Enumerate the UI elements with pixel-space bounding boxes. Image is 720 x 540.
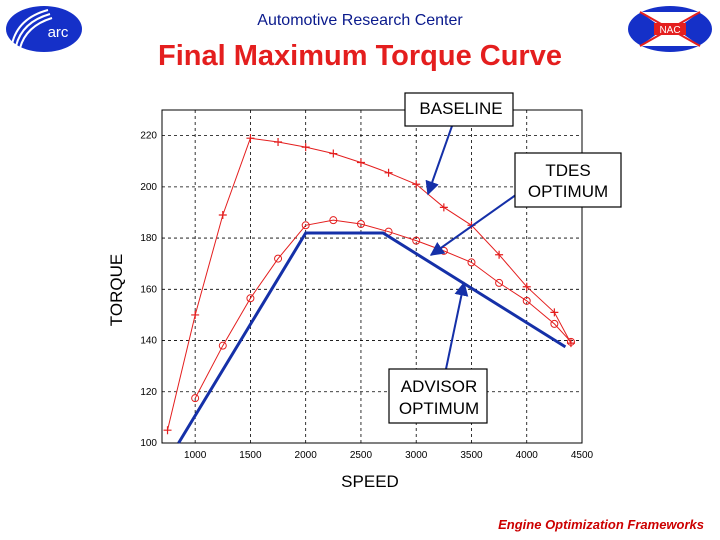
point-baseline xyxy=(274,138,283,147)
point-baseline xyxy=(412,180,421,189)
org-name: Automotive Research Center xyxy=(257,12,463,29)
slide-title: Final Maximum Torque Curve xyxy=(158,40,562,72)
point-baseline xyxy=(191,310,200,319)
callout-label: OPTIMUM xyxy=(399,399,479,418)
callout-label: ADVISOR xyxy=(401,377,478,396)
point-tdes-optimum xyxy=(467,258,476,267)
callout-1: TDES OPTIMUM xyxy=(429,152,622,256)
series-baseline xyxy=(163,134,575,435)
x-tick-label: 1000 xyxy=(184,450,207,461)
point-tdes-optimum xyxy=(246,294,255,303)
y-tick-label: 120 xyxy=(140,387,157,398)
callout-box xyxy=(404,92,514,127)
point-tdes-optimum xyxy=(522,296,531,305)
nac-logo: NAC xyxy=(628,6,712,52)
series-tdes-optimum xyxy=(191,216,575,403)
point-baseline xyxy=(246,134,255,143)
x-tick-label: 4000 xyxy=(516,450,539,461)
y-tick-label: 220 xyxy=(140,131,157,142)
footer-text: Engine Optimization Frameworks xyxy=(498,517,704,532)
x-tick-label: 4500 xyxy=(571,450,594,461)
y-tick-label: 140 xyxy=(140,336,157,347)
point-tdes-optimum xyxy=(550,319,559,328)
callout-arrow xyxy=(445,281,469,370)
point-baseline xyxy=(495,250,504,259)
point-baseline xyxy=(163,426,172,435)
x-tick-label: 3500 xyxy=(460,450,483,461)
y-tick-label: 160 xyxy=(140,284,157,295)
series xyxy=(163,134,575,444)
x-tick-label: 3000 xyxy=(405,450,428,461)
point-baseline xyxy=(301,143,310,152)
callout-arrow xyxy=(429,191,521,256)
point-tdes-optimum xyxy=(301,221,310,230)
point-tdes-optimum xyxy=(566,337,575,346)
point-baseline xyxy=(329,149,338,158)
callout-label: OPTIMUM xyxy=(528,182,608,201)
y-tick-label: 200 xyxy=(140,182,157,193)
point-baseline xyxy=(550,308,559,317)
x-tick-label: 1500 xyxy=(239,450,262,461)
callout-arrow xyxy=(425,125,453,196)
arc-logo: arc xyxy=(6,6,82,52)
series-line-advisor-optimum xyxy=(177,231,567,444)
x-axis-label: SPEED xyxy=(341,472,399,491)
annotations: BASELINE TDES OPTIMUM ADVISOR OPTIMUM xyxy=(388,92,622,424)
point-baseline xyxy=(218,211,227,220)
point-tdes-optimum xyxy=(356,219,365,228)
point-baseline xyxy=(356,158,365,167)
point-tdes-optimum xyxy=(412,236,421,245)
series-advisor-optimum xyxy=(177,231,567,444)
series-line-baseline xyxy=(167,137,572,431)
axis-ticks: 1000 1500 2000 2500 3000 3500 4000 4500 100 120 14… xyxy=(140,131,593,461)
point-tdes-optimum xyxy=(495,278,504,287)
arc-logo-text: arc xyxy=(48,24,69,41)
point-tdes-optimum xyxy=(191,394,200,403)
x-tick-label: 2000 xyxy=(295,450,318,461)
callout-box xyxy=(388,368,488,424)
series-line-tdes-optimum xyxy=(194,219,572,399)
x-tick-label: 2500 xyxy=(350,450,373,461)
point-tdes-optimum xyxy=(218,341,227,350)
point-tdes-optimum xyxy=(329,216,338,225)
nac-logo-text: NAC xyxy=(659,25,680,36)
callout-label: TDES xyxy=(545,161,590,180)
y-axis-label: TORQUE xyxy=(107,254,126,326)
point-tdes-optimum xyxy=(274,254,283,263)
callout-box xyxy=(514,152,622,208)
callout-0: BASELINE xyxy=(404,92,514,196)
callout-2: ADVISOR OPTIMUM xyxy=(388,281,488,424)
y-tick-label: 180 xyxy=(140,233,157,244)
point-baseline xyxy=(384,168,393,177)
callout-label: BASELINE xyxy=(419,99,502,118)
point-baseline xyxy=(522,282,531,291)
point-baseline xyxy=(439,203,448,212)
y-tick-label: 100 xyxy=(140,438,157,449)
plot-frame xyxy=(161,109,583,444)
